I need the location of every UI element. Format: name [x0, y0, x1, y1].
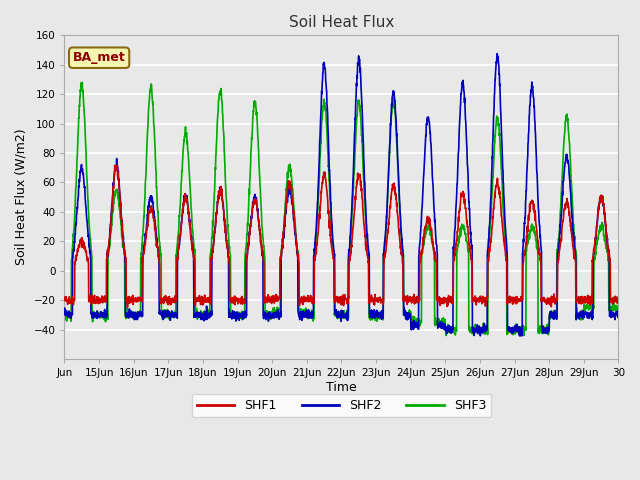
SHF3 — [614, 301, 622, 307]
SHF3 — [61, 311, 68, 316]
SHF3 — [375, 314, 383, 320]
SHF1 — [61, 296, 68, 302]
SHF2 — [509, 327, 516, 333]
SHF1 — [509, 301, 516, 307]
SHF3 — [607, 304, 615, 310]
SHF2 — [116, 191, 124, 196]
Text: BA_met: BA_met — [73, 51, 125, 64]
SHF1 — [375, 295, 383, 300]
Y-axis label: Soil Heat Flux (W/m2): Soil Heat Flux (W/m2) — [15, 129, 28, 265]
SHF2 — [375, 312, 383, 318]
SHF1 — [236, 299, 244, 305]
SHF1 — [614, 297, 622, 302]
X-axis label: Time: Time — [326, 381, 357, 394]
SHF3 — [509, 327, 516, 333]
Line: SHF3: SHF3 — [65, 82, 618, 336]
Legend: SHF1, SHF2, SHF3: SHF1, SHF2, SHF3 — [191, 395, 492, 418]
SHF1 — [607, 299, 615, 304]
Title: Soil Heat Flux: Soil Heat Flux — [289, 15, 394, 30]
SHF2 — [493, 51, 501, 57]
SHF2 — [61, 308, 68, 313]
Line: SHF1: SHF1 — [65, 165, 618, 307]
SHF3 — [79, 79, 86, 85]
SHF2 — [614, 311, 622, 317]
SHF1 — [124, 304, 131, 310]
SHF2 — [236, 313, 243, 319]
SHF3 — [442, 333, 450, 338]
SHF3 — [236, 313, 243, 319]
SHF2 — [540, 326, 548, 332]
SHF3 — [116, 212, 124, 218]
SHF3 — [540, 326, 548, 332]
SHF2 — [607, 314, 615, 320]
SHF1 — [540, 296, 548, 301]
SHF2 — [516, 333, 524, 339]
SHF1 — [111, 162, 118, 168]
SHF1 — [116, 194, 124, 200]
Line: SHF2: SHF2 — [65, 54, 618, 336]
